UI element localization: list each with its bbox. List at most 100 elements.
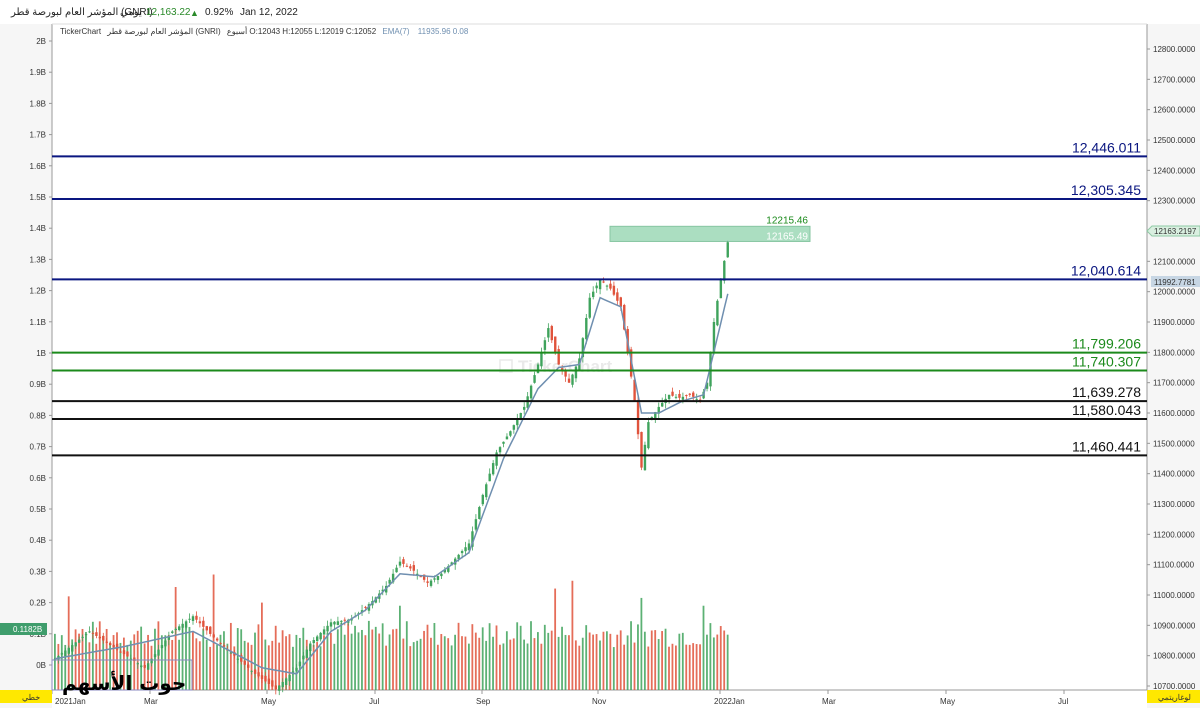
candle xyxy=(536,362,540,374)
volume-bar xyxy=(126,644,129,690)
candle xyxy=(264,671,267,684)
candle xyxy=(716,299,719,327)
candle-body xyxy=(309,643,312,652)
candle xyxy=(688,392,691,397)
candle xyxy=(498,446,502,456)
candle-body xyxy=(554,336,557,353)
volume-bar xyxy=(526,643,529,690)
volume-bar xyxy=(505,631,508,690)
candle xyxy=(247,663,250,671)
candle-body xyxy=(505,436,509,440)
candle xyxy=(605,284,609,291)
candle xyxy=(312,637,315,648)
volume-bar xyxy=(102,635,105,690)
volume-bar xyxy=(712,637,715,690)
volume-axis[interactable]: 2B 1.9B 1.8B 1.7B 1.6B 1.5B 1.4B 1.3B 1.2B 1.1B 1B… xyxy=(30,37,52,670)
candle-body xyxy=(126,651,129,657)
time-axis[interactable]: 2021Jan Mar May Jul Sep Nov 2022Jan Mar May Jul xyxy=(51,690,1068,706)
level-line-black: 11,460.441 xyxy=(52,438,1147,457)
candle xyxy=(157,644,160,660)
candle xyxy=(102,632,105,644)
time-tick-label: May xyxy=(261,697,276,706)
level-line-green: 11,799.206 xyxy=(52,336,1147,354)
candle-body xyxy=(95,632,98,636)
symbol-name[interactable]: المؤشر العام لبورصة قطر (GNRI) xyxy=(11,7,153,18)
candle-body xyxy=(153,654,157,658)
candle xyxy=(671,387,674,397)
level-label: 11,799.206 xyxy=(1072,336,1141,352)
volume-bar xyxy=(685,644,688,690)
candle-body xyxy=(695,398,698,400)
volume-bar xyxy=(336,629,339,690)
volume-bar xyxy=(574,640,577,690)
candle-body xyxy=(412,565,415,571)
candle xyxy=(692,391,695,402)
candle-body xyxy=(191,616,195,621)
candle xyxy=(405,563,409,568)
candle xyxy=(212,632,215,639)
candle-body xyxy=(460,551,464,554)
volume-bar xyxy=(426,624,429,690)
volume-bar xyxy=(640,597,643,690)
volume-bar xyxy=(192,632,194,690)
candle-body xyxy=(333,621,336,625)
candle xyxy=(174,627,177,635)
volume-bar xyxy=(60,635,63,690)
volume-bar xyxy=(471,624,474,690)
candle-body xyxy=(661,402,664,407)
volume-bar xyxy=(423,630,425,690)
volume-bar xyxy=(347,623,350,690)
volume-bar xyxy=(167,634,170,690)
volume-bar xyxy=(54,633,56,690)
candle-body xyxy=(443,569,447,573)
candle xyxy=(64,648,67,661)
candle xyxy=(136,661,139,669)
volume-bar xyxy=(188,626,191,690)
candle xyxy=(488,468,491,482)
candle-body xyxy=(633,379,636,401)
volume-bar xyxy=(343,634,346,690)
period-label[interactable]: يومي xyxy=(120,7,142,18)
level-label: 11,460.441 xyxy=(1072,438,1141,454)
volume-tick-label: 0.7B xyxy=(30,443,46,452)
volume-tick-label: 1.4B xyxy=(30,224,46,233)
candle xyxy=(115,640,119,651)
volume-tick-label: 1.1B xyxy=(30,318,46,327)
linear-scale-button[interactable]: خطي xyxy=(0,690,52,703)
candle-body xyxy=(219,643,222,645)
candle-body xyxy=(171,631,174,633)
time-tick-label: May xyxy=(940,697,955,706)
candle xyxy=(540,347,543,369)
level-label: 11,639.278 xyxy=(1072,384,1141,400)
volume-bar xyxy=(85,631,87,690)
target-rect xyxy=(609,225,811,242)
candle xyxy=(140,665,143,669)
price-tick-label: 11200.0000 xyxy=(1153,530,1195,539)
candle-body xyxy=(419,576,422,578)
volume-bar xyxy=(671,643,674,690)
candle xyxy=(112,643,115,648)
candle xyxy=(146,660,150,671)
candle-body xyxy=(516,419,519,426)
price-axis[interactable]: 12800.0000 12700.0000 12600.0000 12500.0000… xyxy=(1147,45,1196,691)
candle-body xyxy=(488,473,491,482)
candle xyxy=(381,585,384,596)
horizontal-levels[interactable]: 12,446.011 12,305.345 12,040.614 11,799.206… xyxy=(52,139,1147,457)
price-tick-label: 11600.0000 xyxy=(1153,409,1195,418)
candle xyxy=(661,397,664,408)
log-scale-button[interactable]: لوغاريتمي xyxy=(1147,690,1200,703)
candle-body xyxy=(726,242,729,258)
candle-body xyxy=(536,364,540,374)
level-line-black: 11,639.278 xyxy=(52,384,1147,403)
candle-body xyxy=(91,632,95,634)
candle-body xyxy=(560,368,564,371)
candle-body xyxy=(391,573,395,583)
candle-body xyxy=(178,626,181,631)
volume-bar xyxy=(643,631,646,690)
candle xyxy=(654,411,657,423)
candle xyxy=(485,482,488,501)
level-label: 12,446.011 xyxy=(1072,139,1141,155)
volume-bar xyxy=(305,639,308,690)
candle xyxy=(412,561,415,576)
